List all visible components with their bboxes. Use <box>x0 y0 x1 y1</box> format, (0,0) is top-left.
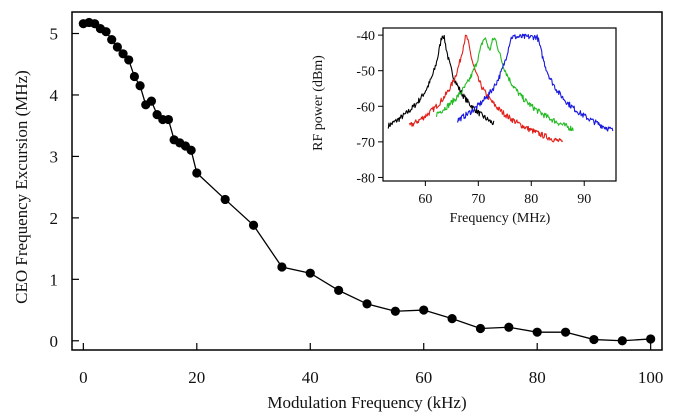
inset-chart: 60 70 80 90 -40 -50 -60 -70 -80 Frequency (MHz)… <box>311 27 617 226</box>
main-data-point <box>334 285 344 295</box>
main-data-point <box>560 327 571 337</box>
inset-spectrum-line <box>456 33 614 132</box>
main-data-point <box>135 81 145 91</box>
main-y-tick-label: 4 <box>50 86 59 105</box>
main-x-axis-label: Modulation Frequency (kHz) <box>267 393 466 412</box>
main-data-point <box>589 334 599 345</box>
inset-plot-background <box>383 28 616 181</box>
inset-y-tick-label: -50 <box>356 65 375 80</box>
inset-y-axis: -40 -50 -60 -70 -80 <box>356 29 383 186</box>
inset-x-tick-label: 70 <box>471 192 485 207</box>
main-x-tick-label: 40 <box>302 368 319 387</box>
inset-plot-frame <box>382 27 617 182</box>
inset-x-axis-label: Frequency (MHz) <box>450 211 551 226</box>
main-y-tick-label: 3 <box>50 147 59 166</box>
main-x-tick-label: 0 <box>79 368 88 387</box>
inset-y-tick-label: -60 <box>356 100 375 115</box>
main-data-point <box>118 49 128 59</box>
main-data-point <box>192 168 202 178</box>
inset-y-tick-label: -40 <box>356 29 375 44</box>
main-data-point <box>129 71 140 82</box>
inset-x-axis: 60 70 80 90 <box>418 181 591 207</box>
main-y-axis: 0 1 2 3 4 5 <box>50 25 79 351</box>
main-data-point <box>475 323 486 334</box>
main-plot-frame <box>71 11 663 351</box>
inset-y-axis-label: RF power (dBm) <box>311 55 326 151</box>
main-data-point <box>163 114 174 125</box>
main-data-point <box>617 336 627 346</box>
main-data-point <box>447 314 457 324</box>
main-data-point <box>107 35 117 45</box>
inset-spectrum-line <box>408 34 564 143</box>
main-data-point <box>248 220 259 230</box>
main-y-tick-label: 1 <box>50 270 59 289</box>
main-y-tick-label: 5 <box>50 25 59 44</box>
main-x-tick-label: 60 <box>415 368 432 387</box>
main-data-point <box>146 96 157 106</box>
main-data-point <box>504 322 514 332</box>
inset-x-tick-label: 80 <box>524 192 538 207</box>
main-data-point <box>419 305 429 315</box>
main-data-point <box>186 145 196 155</box>
main-data-point <box>220 194 230 205</box>
main-data-point <box>101 27 111 37</box>
main-x-tick-label: 100 <box>638 368 664 387</box>
main-data-point <box>277 262 287 272</box>
inset-x-tick-label: 60 <box>418 192 432 207</box>
main-series <box>78 17 656 346</box>
main-data-point <box>362 299 372 309</box>
main-data-point <box>532 327 542 337</box>
main-x-axis: 0 20 40 60 80 100 <box>79 343 663 387</box>
inset-spectrum-line <box>387 34 495 129</box>
inset-series <box>387 33 614 143</box>
main-data-point <box>390 306 400 316</box>
main-y-tick-label: 2 <box>50 209 59 228</box>
main-data-point <box>124 55 134 65</box>
main-chart: 0 20 40 60 80 100 0 1 2 3 4 5 Modulation Frequency… <box>12 11 663 412</box>
main-y-axis-label: CEO Frequency Excursion (MHz) <box>12 70 31 304</box>
main-data-point <box>305 268 315 278</box>
inset-x-tick-label: 90 <box>577 192 591 207</box>
main-x-tick-label: 80 <box>529 368 546 387</box>
main-data-point <box>646 334 656 344</box>
main-y-tick-label: 0 <box>50 332 59 351</box>
inset-spectrum-line <box>435 37 574 132</box>
main-data-point <box>112 42 122 52</box>
inset-y-tick-label: -80 <box>356 171 375 186</box>
main-x-tick-label: 20 <box>188 368 205 387</box>
inset-y-tick-label: -70 <box>356 136 375 151</box>
